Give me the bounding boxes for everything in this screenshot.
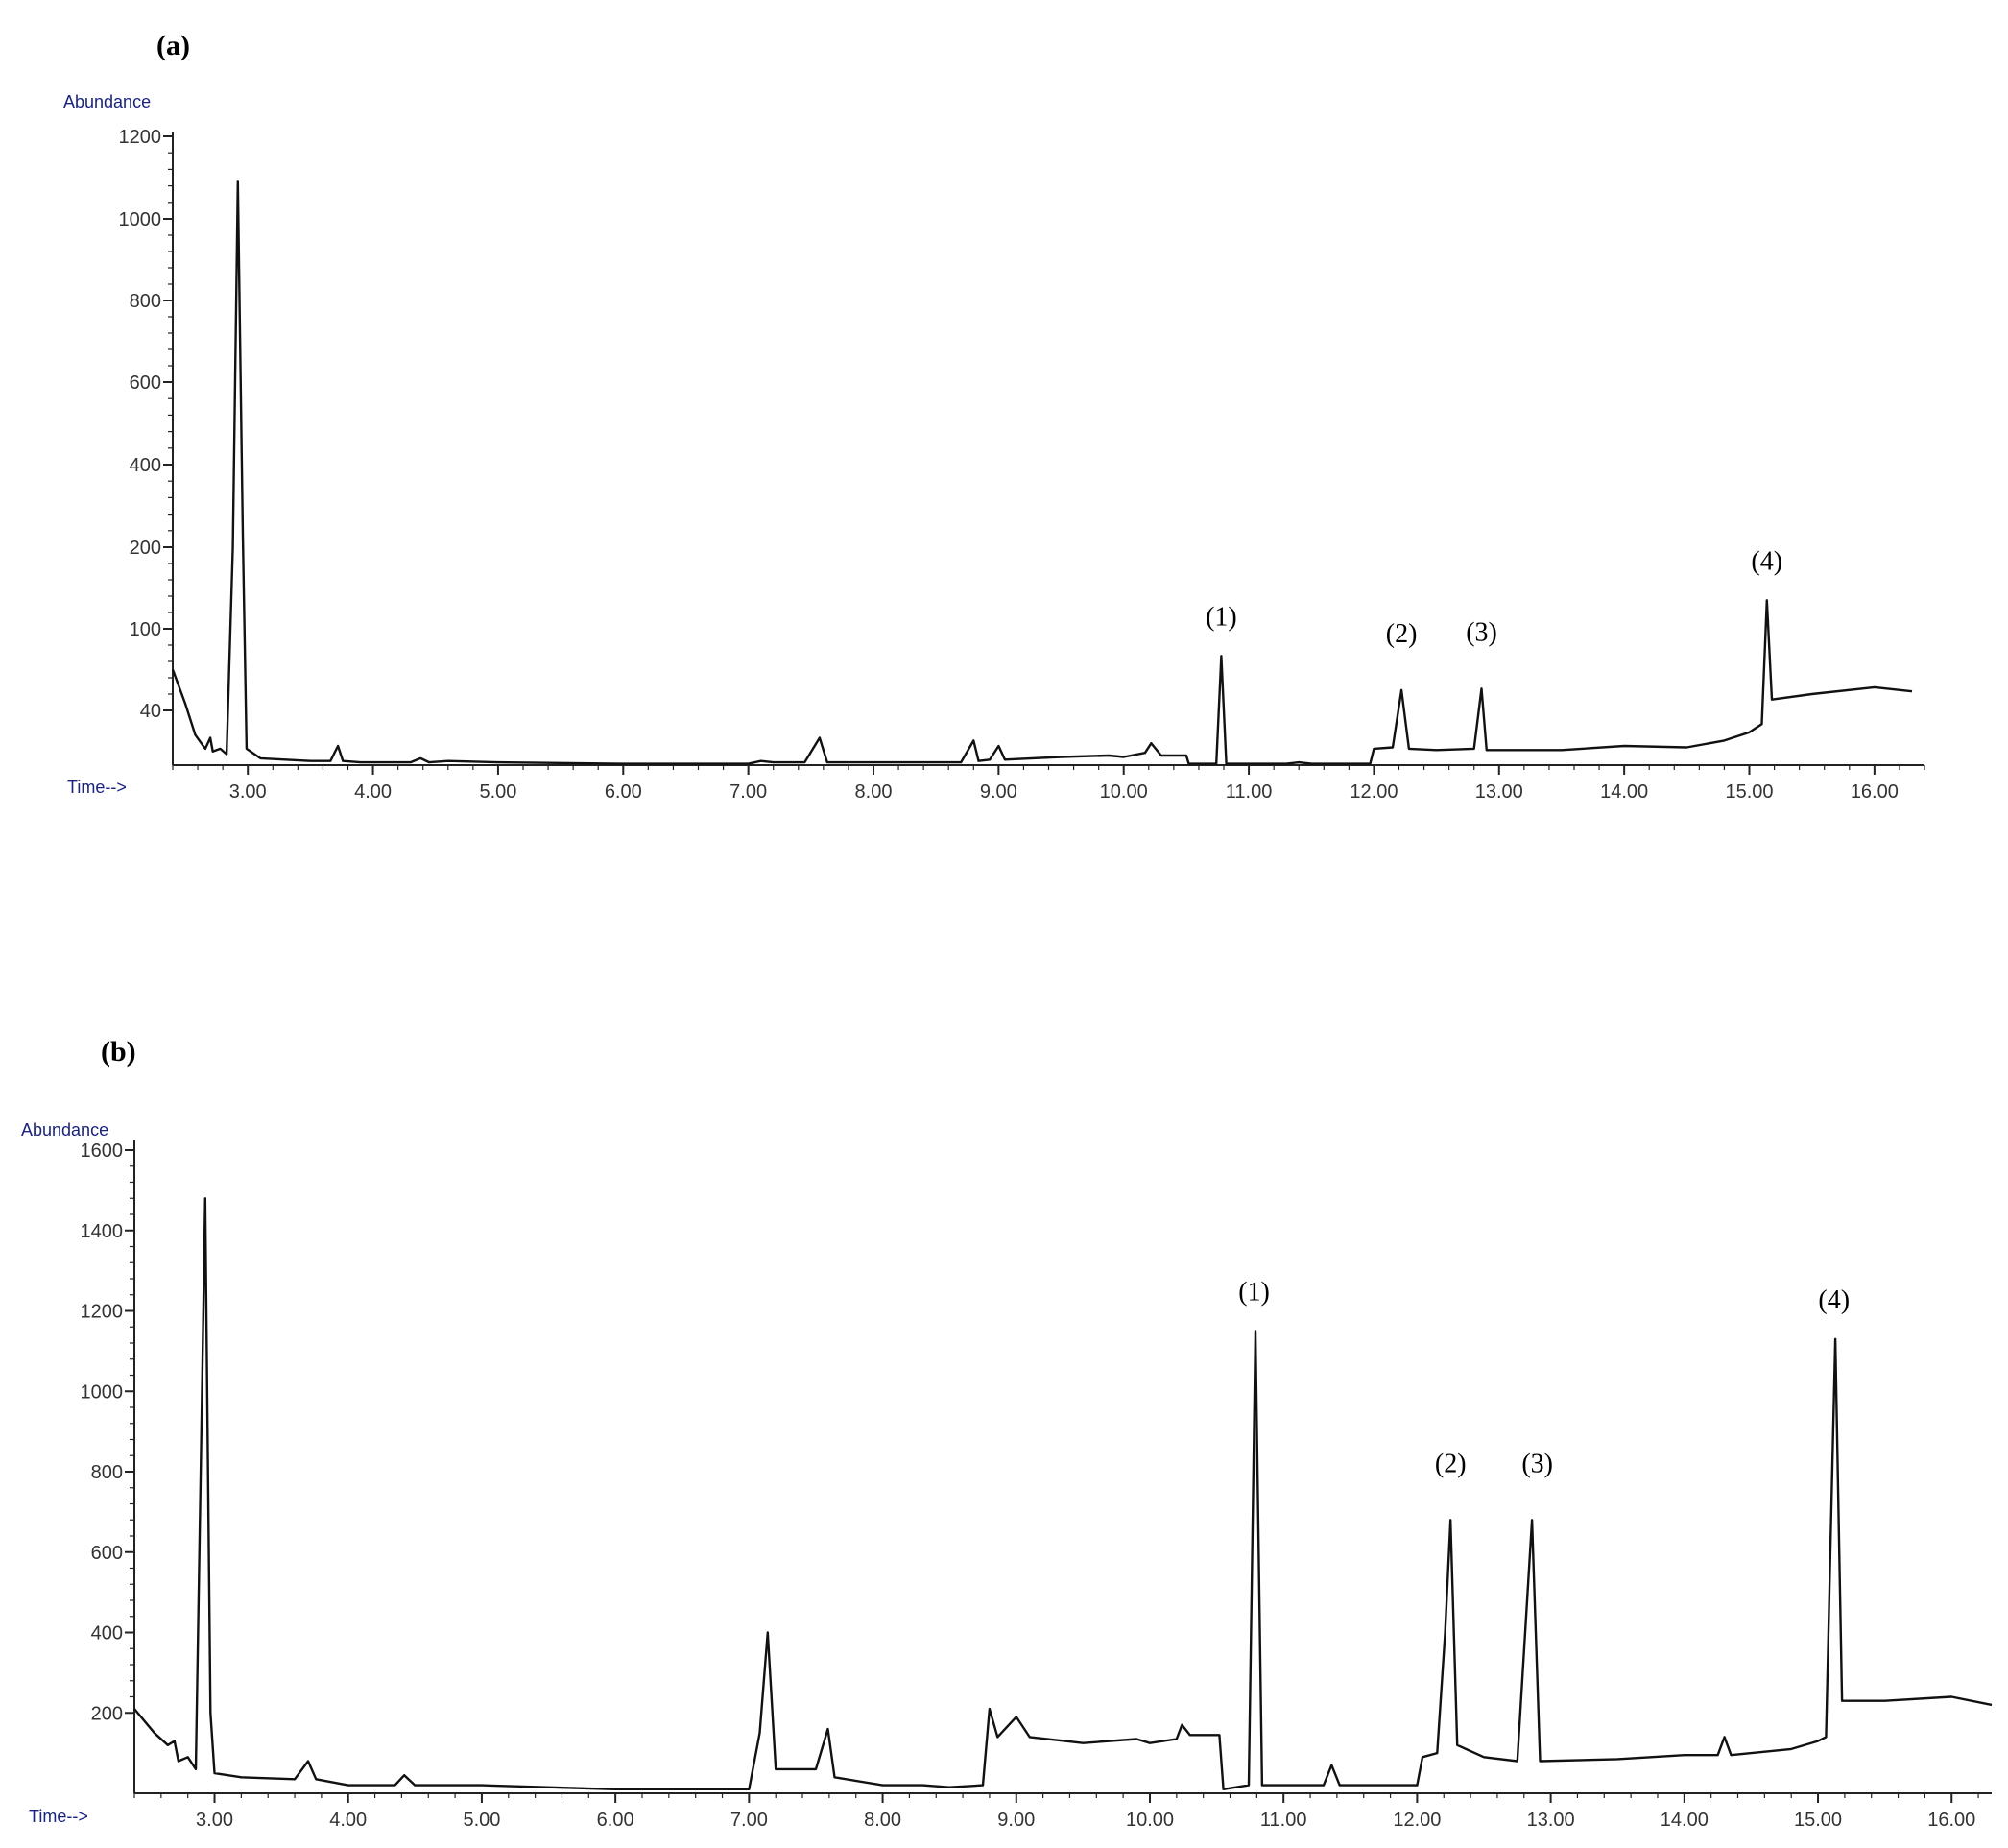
x-tick-label: 12.00: [1350, 781, 1398, 803]
x-axis-title-b: Time-->: [29, 1807, 88, 1826]
x-tick-label: 11.00: [1226, 781, 1273, 803]
x-tick-label: 10.00: [1126, 1810, 1174, 1831]
x-tick-label: 16.00: [1851, 781, 1899, 803]
chromatogram-line: [171, 180, 1913, 765]
peak-label: (3): [1466, 617, 1497, 647]
peak-label: (4): [1751, 546, 1782, 576]
x-tick-label: 11.00: [1260, 1810, 1307, 1831]
y-tick-label: 600: [91, 1543, 123, 1564]
chart-panel-a: (a) Abundance Time--> 1200 1000 800 600 400 2…: [63, 30, 1925, 803]
y-tick-label: 40: [140, 701, 161, 722]
y-tick-label: 200: [130, 538, 161, 559]
peak-label: (4): [1818, 1285, 1850, 1315]
y-tick-label: 400: [91, 1623, 123, 1644]
peak-label: (3): [1521, 1449, 1553, 1478]
peak-label: (1): [1206, 602, 1237, 632]
trace-a: [171, 180, 1913, 765]
peak-annotations-b: (1) (2) (3) (4): [1238, 1277, 1850, 1478]
y-axis-b: 1600 1400 1200 1000 800 600 400 200: [81, 1140, 135, 1793]
y-axis-title-b: Abundance: [21, 1120, 108, 1140]
peak-annotations-a: (1) (2) (3) (4): [1206, 546, 1782, 649]
y-axis-title-a: Abundance: [63, 92, 151, 111]
y-tick-label: 1000: [119, 209, 162, 230]
chromatogram-line: [133, 1197, 1993, 1791]
x-tick-label: 5.00: [479, 781, 516, 803]
y-tick-label: 1400: [81, 1221, 124, 1242]
x-tick-label: 6.00: [605, 781, 642, 803]
x-tick-label: 8.00: [855, 781, 893, 803]
y-tick-label: 1200: [119, 127, 162, 148]
trace-b: [133, 1197, 1993, 1791]
x-tick-label: 8.00: [864, 1810, 901, 1831]
y-tick-label: 400: [130, 455, 161, 476]
x-tick-label: 15.00: [1725, 781, 1773, 803]
peak-label: (1): [1238, 1277, 1270, 1307]
x-axis-a: 3.00 4.00 5.00 6.00 7.00 8.00 9.00 10.00 11.00 12…: [172, 764, 1925, 803]
y-tick-label: 800: [130, 291, 161, 312]
y-tick-label: 600: [130, 372, 161, 394]
x-tick-label: 14.00: [1661, 1810, 1709, 1831]
x-tick-label: 7.00: [730, 1810, 768, 1831]
x-tick-label: 12.00: [1393, 1810, 1441, 1831]
x-tick-label: 3.00: [196, 1810, 233, 1831]
x-tick-label: 7.00: [729, 781, 767, 803]
chart-panel-b: (b) Abundance Time--> 1600 1400 1200 1000 80…: [21, 1036, 1993, 1831]
y-tick-label: 100: [130, 619, 161, 640]
x-tick-label: 13.00: [1475, 781, 1523, 803]
x-tick-label: 9.00: [997, 1810, 1035, 1831]
x-tick-label: 14.00: [1600, 781, 1648, 803]
x-tick-label: 5.00: [463, 1810, 500, 1831]
x-axis-title-a: Time-->: [67, 778, 127, 797]
x-tick-label: 6.00: [597, 1810, 634, 1831]
y-tick-label: 1000: [81, 1381, 124, 1403]
x-axis-b: 3.00 4.00 5.00 6.00 7.00 8.00 9.00 10.00 11.00 12…: [133, 1792, 1992, 1831]
x-tick-label: 4.00: [354, 781, 392, 803]
y-tick-label: 200: [91, 1703, 123, 1724]
y-tick-label: 800: [91, 1462, 123, 1483]
y-tick-label: 1600: [81, 1140, 124, 1162]
x-tick-label: 4.00: [329, 1810, 367, 1831]
x-tick-label: 16.00: [1927, 1810, 1975, 1831]
y-tick-label: 1200: [81, 1302, 124, 1323]
x-tick-label: 15.00: [1794, 1810, 1842, 1831]
x-tick-label: 13.00: [1527, 1810, 1575, 1831]
y-axis-a: 1200 1000 800 600 400 200 100 40: [119, 127, 174, 765]
peak-label: (2): [1386, 619, 1418, 649]
panel-label-b: (b): [101, 1036, 136, 1068]
x-tick-label: 3.00: [229, 781, 267, 803]
x-tick-label: 9.00: [980, 781, 1017, 803]
peak-label: (2): [1435, 1449, 1467, 1478]
panel-label-a: (a): [156, 30, 190, 61]
x-tick-label: 10.00: [1100, 781, 1148, 803]
